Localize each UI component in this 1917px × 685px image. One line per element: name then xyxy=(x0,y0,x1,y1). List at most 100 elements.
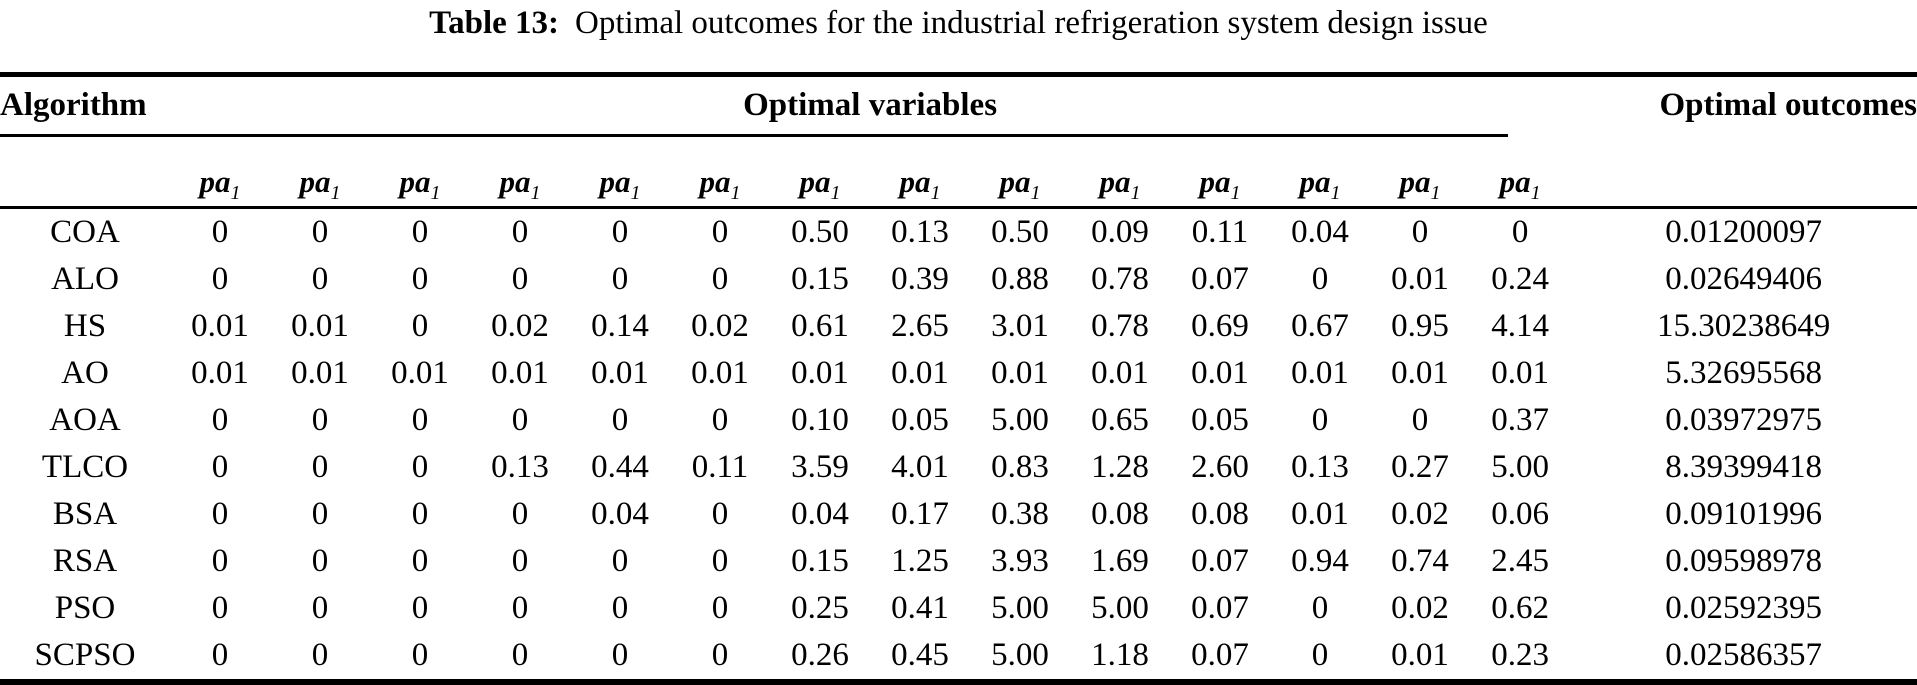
value-cell: 0 xyxy=(1311,261,1329,297)
value-cell: 0 xyxy=(311,637,329,673)
page-title: Table 13: Optimal outcomes for the indust… xyxy=(0,0,1917,42)
table-body: COA 0 0 0 0 0 0 0.50 0.13 0.50 0.09 0.11 0.04 0 0 0.012… xyxy=(0,208,1917,683)
value-cell: 0 xyxy=(211,214,229,250)
pa-subscript: 1 xyxy=(1230,182,1241,205)
value-cell: 0.14 xyxy=(591,308,649,344)
value-cell: 0.26 xyxy=(791,637,849,673)
value-cell: 0 xyxy=(711,402,729,438)
value-cell: 0.69 xyxy=(1191,308,1249,344)
algorithm-cell: COA xyxy=(50,214,120,250)
value-cell: 5.00 xyxy=(1491,449,1549,485)
value-cell: 0.02 xyxy=(691,308,749,344)
value-cell: 2.45 xyxy=(1491,543,1549,579)
table-row: RSA 0 0 0 0 0 0 0.15 1.25 3.93 1.69 0.07 0.94 0.74 2.4… xyxy=(0,538,1917,585)
value-cell: 1.28 xyxy=(1091,449,1149,485)
value-cell: 0 xyxy=(611,402,629,438)
value-cell: 0.01 xyxy=(591,355,649,391)
pa-label: pa xyxy=(199,164,231,199)
value-cell: 0 xyxy=(1511,214,1529,250)
pa-subscript: 1 xyxy=(530,182,541,205)
value-cell: 0 xyxy=(411,637,429,673)
value-cell: 0.09 xyxy=(1091,214,1149,250)
value-cell: 0.01 xyxy=(1091,355,1149,391)
table-row: SCPSO 0 0 0 0 0 0 0.26 0.45 5.00 1.18 0.07 0 0.01 0.23… xyxy=(0,632,1917,682)
value-cell: 0 xyxy=(511,590,529,626)
outcome-cell: 0.02592395 xyxy=(1665,590,1822,626)
value-cell: 0.83 xyxy=(991,449,1049,485)
pa-subscript: 1 xyxy=(1530,182,1541,205)
pa-subscript: 1 xyxy=(630,182,641,205)
outcome-cell: 0.02586357 xyxy=(1665,637,1822,673)
variable-column-header: pa1 xyxy=(1470,134,1571,209)
value-cell: 4.14 xyxy=(1491,308,1549,344)
value-cell: 0 xyxy=(311,590,329,626)
value-cell: 0.78 xyxy=(1091,261,1149,297)
value-cell: 0.11 xyxy=(1191,214,1249,250)
value-cell: 0.01 xyxy=(1291,355,1349,391)
outcome-cell: 0.03972975 xyxy=(1665,402,1822,438)
value-cell: 5.00 xyxy=(991,402,1049,438)
value-cell: 0.11 xyxy=(691,449,749,485)
value-cell: 0.13 xyxy=(891,214,949,250)
value-cell: 1.18 xyxy=(1091,637,1149,673)
value-cell: 0 xyxy=(511,637,529,673)
variable-column-header: pa1 xyxy=(270,134,370,209)
value-cell: 0 xyxy=(211,496,229,532)
variables-header: Optimal variables xyxy=(743,87,998,123)
value-cell: 0 xyxy=(1311,402,1329,438)
value-cell: 0.10 xyxy=(791,402,849,438)
algorithm-cell: SCPSO xyxy=(34,637,136,673)
value-cell: 0.07 xyxy=(1191,543,1249,579)
value-cell: 0 xyxy=(611,543,629,579)
value-cell: 0.17 xyxy=(891,496,949,532)
pa-label: pa xyxy=(1199,164,1231,199)
value-cell: 0 xyxy=(1411,402,1429,438)
value-cell: 0.01 xyxy=(191,308,249,344)
value-cell: 0.01 xyxy=(491,355,549,391)
value-cell: 0 xyxy=(411,449,429,485)
value-cell: 0 xyxy=(711,261,729,297)
value-cell: 0.13 xyxy=(491,449,549,485)
variable-column-header: pa1 xyxy=(1270,134,1370,209)
value-cell: 0 xyxy=(211,402,229,438)
table-row: PSO 0 0 0 0 0 0 0.25 0.41 5.00 5.00 0.07 0 0.02 0.62 0.… xyxy=(0,585,1917,632)
value-cell: 0.01 xyxy=(1291,496,1349,532)
pa-subscript: 1 xyxy=(1030,182,1041,205)
value-cell: 0 xyxy=(211,543,229,579)
value-cell: 5.00 xyxy=(991,590,1049,626)
algorithm-cell: TLCO xyxy=(41,449,129,485)
variable-column-header: pa1 xyxy=(1170,134,1270,209)
value-cell: 0 xyxy=(611,637,629,673)
pa-label: pa xyxy=(1099,164,1131,199)
value-cell: 0.01 xyxy=(1391,637,1449,673)
value-cell: 0.15 xyxy=(791,261,849,297)
value-cell: 0.37 xyxy=(1491,402,1549,438)
outcome-cell: 5.32695568 xyxy=(1665,355,1822,391)
subheader-spacer xyxy=(1570,134,1917,209)
value-cell: 0.41 xyxy=(891,590,949,626)
algorithm-header: Algorithm xyxy=(0,87,147,123)
outcome-cell: 8.39399418 xyxy=(1665,449,1822,485)
value-cell: 0 xyxy=(1411,214,1429,250)
variables-underline-rule xyxy=(0,134,1508,137)
pa-subscript: 1 xyxy=(1130,182,1141,205)
pa-label: pa xyxy=(999,164,1031,199)
value-cell: 0 xyxy=(711,637,729,673)
value-cell: 0 xyxy=(1311,637,1329,673)
value-cell: 0.02 xyxy=(491,308,549,344)
pa-label: pa xyxy=(1499,164,1531,199)
value-cell: 0.01 xyxy=(1391,261,1449,297)
pa-subscript: 1 xyxy=(930,182,941,205)
pa-label: pa xyxy=(299,164,331,199)
pa-subscript: 1 xyxy=(1430,182,1441,205)
variable-column-header: pa1 xyxy=(570,134,670,209)
value-cell: 0.01 xyxy=(191,355,249,391)
value-cell: 0 xyxy=(511,402,529,438)
value-cell: 0 xyxy=(411,543,429,579)
value-cell: 0.50 xyxy=(991,214,1049,250)
algorithm-cell: AOA xyxy=(49,402,121,438)
variable-column-header: pa1 xyxy=(670,134,770,209)
pa-label: pa xyxy=(799,164,831,199)
variable-column-header: pa1 xyxy=(770,134,870,209)
value-cell: 0.01 xyxy=(391,355,449,391)
